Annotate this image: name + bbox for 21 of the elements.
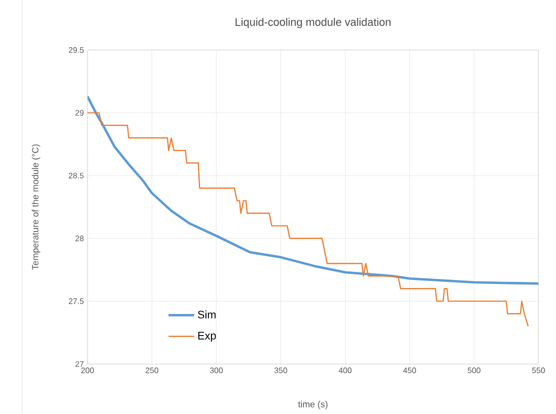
- x-tick-label: 300: [210, 368, 223, 374]
- y-tick-label: 29: [75, 110, 84, 116]
- y-tick-label: 28.5: [68, 172, 84, 178]
- line-series: [88, 95, 538, 285]
- x-tick-label: 350: [274, 368, 288, 374]
- line-series: [88, 112, 529, 327]
- chart-title: Liquid-cooling module validation: [236, 18, 391, 28]
- x-tick-label: 500: [468, 368, 480, 374]
- y-tick-label: 27.5: [68, 298, 84, 304]
- legend-label: Sim: [198, 310, 216, 318]
- x-axis-title: time (s): [298, 400, 328, 410]
- x-tick-label: 450: [403, 368, 416, 374]
- x-tick-label: 550: [532, 368, 545, 374]
- x-tick-label: 200: [81, 368, 94, 374]
- y-tick-label: 27: [75, 361, 84, 367]
- x-tick-label: 400: [338, 368, 352, 374]
- y-tick-label: 29.5: [68, 47, 84, 53]
- y-axis-title: Temperature of the module (°C): [32, 144, 40, 270]
- x-tick-label: 250: [146, 368, 158, 374]
- y-tick-label: 28: [75, 236, 84, 242]
- legend-label: Exp: [198, 332, 216, 342]
